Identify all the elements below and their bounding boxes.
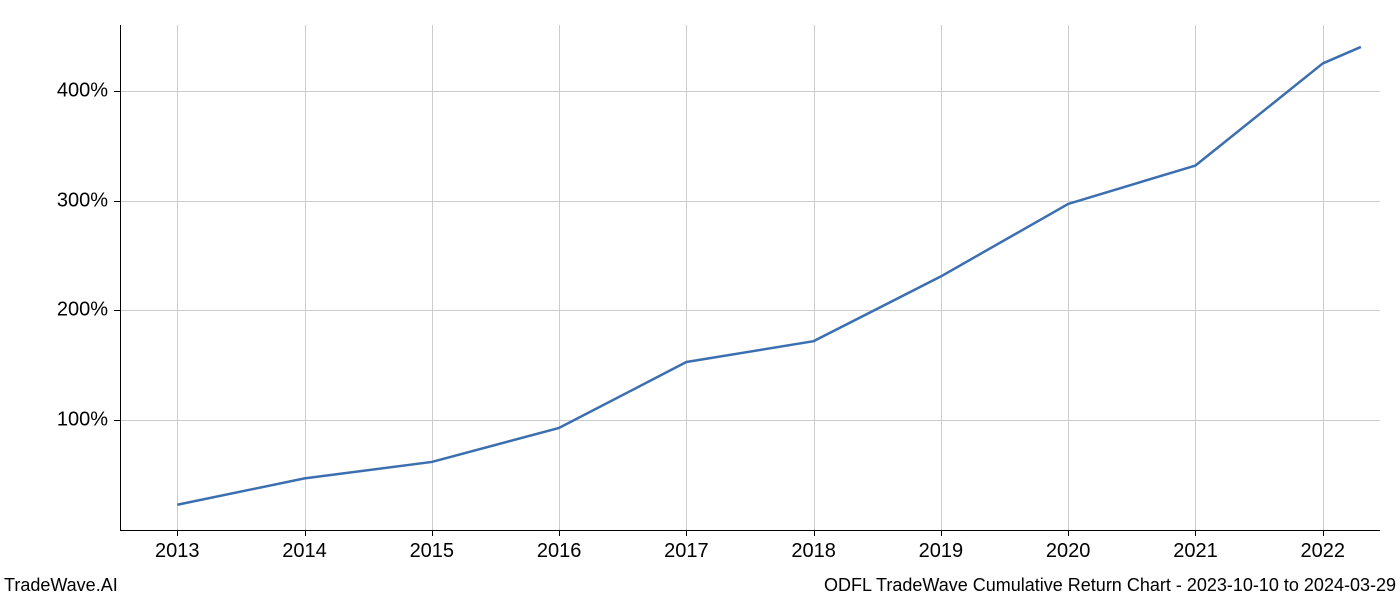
y-tick-label: 300% bbox=[57, 189, 108, 212]
footer-right-text: ODFL TradeWave Cumulative Return Chart -… bbox=[824, 575, 1396, 596]
x-axis-spine bbox=[120, 530, 1380, 531]
x-tick-label: 2022 bbox=[1300, 540, 1345, 563]
x-tick-label: 2016 bbox=[537, 540, 582, 563]
line-series-svg bbox=[120, 25, 1380, 530]
x-tick-label: 2018 bbox=[791, 540, 836, 563]
y-tick-label: 400% bbox=[57, 79, 108, 102]
plot-area: 2013201420152016201720182019202020212022… bbox=[120, 25, 1380, 530]
x-tick-label: 2014 bbox=[282, 540, 327, 563]
x-tick-label: 2013 bbox=[155, 540, 200, 563]
x-tick-label: 2017 bbox=[664, 540, 709, 563]
return-line bbox=[177, 47, 1361, 505]
y-tick-label: 200% bbox=[57, 299, 108, 322]
x-tick-label: 2015 bbox=[410, 540, 455, 563]
y-tick-label: 100% bbox=[57, 409, 108, 432]
x-tick-label: 2021 bbox=[1173, 540, 1218, 563]
x-tick-label: 2020 bbox=[1046, 540, 1091, 563]
chart-container: 2013 2014 2015 2016 2017 2018 2019 2020 2021 2022… bbox=[0, 0, 1400, 600]
x-tick-label: 2019 bbox=[919, 540, 964, 563]
footer-left-text: TradeWave.AI bbox=[4, 575, 118, 596]
